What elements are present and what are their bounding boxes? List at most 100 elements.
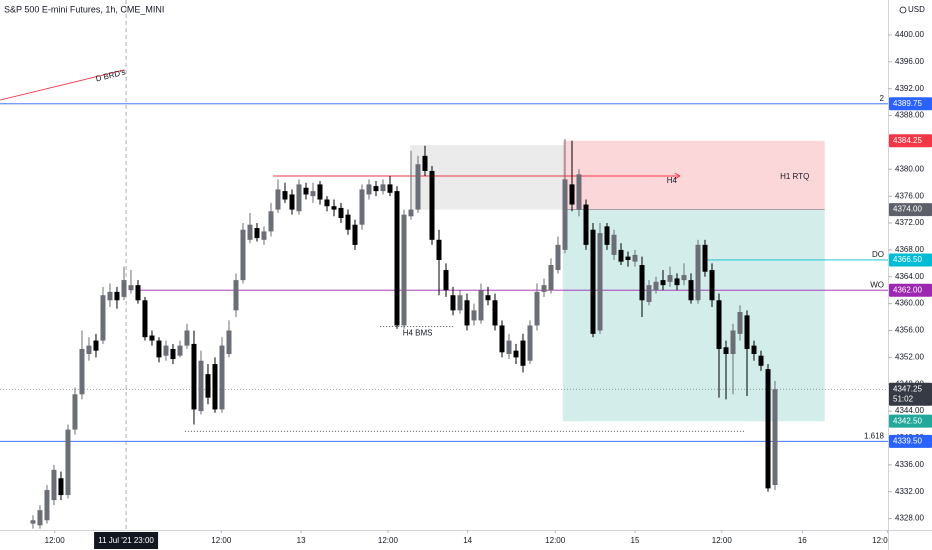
candle-body <box>366 184 372 195</box>
last-price-label: 4347.25 <box>893 384 922 393</box>
candle-body <box>443 270 449 291</box>
y-tick-label: 4376.00 <box>895 191 924 200</box>
candle-body <box>275 189 281 210</box>
candle-body <box>44 490 50 521</box>
candle-body <box>702 244 708 272</box>
x-tick-label: 12:00 <box>378 536 399 545</box>
candle-body <box>149 335 155 341</box>
candle-body <box>352 224 358 245</box>
candle-body <box>429 170 435 240</box>
candle-body <box>135 285 141 301</box>
candle-body <box>548 265 554 291</box>
candle-body <box>751 345 757 355</box>
candle-body <box>121 280 127 297</box>
candle-body <box>688 280 694 301</box>
price-badge-label: 4339.50 <box>893 436 922 445</box>
dotted-label: H4 BMS <box>403 329 433 338</box>
candle-body <box>464 300 470 326</box>
candle-body <box>58 478 64 496</box>
price-badge <box>889 283 932 297</box>
y-tick-label: 4364.00 <box>895 272 924 281</box>
trend-line <box>0 69 125 101</box>
currency-icon <box>899 6 907 14</box>
candle-body <box>86 345 92 355</box>
candle-body <box>569 184 575 205</box>
candle-body <box>604 226 610 245</box>
candle-body <box>317 184 323 200</box>
candle-body <box>65 429 71 496</box>
candle-body <box>30 520 36 524</box>
x-tick-label: 12:0 <box>872 536 888 545</box>
price-badge <box>889 253 932 267</box>
candle-body <box>233 280 239 311</box>
candle-body <box>331 206 337 210</box>
candle-body <box>191 343 197 410</box>
candle-body <box>415 164 421 210</box>
y-tick-label: 4344.00 <box>895 406 924 415</box>
candle-body <box>597 233 603 331</box>
candle-body <box>506 340 512 355</box>
candle-body <box>541 285 547 292</box>
y-tick-label: 4360.00 <box>895 299 924 308</box>
x-tick-label: 12:00 <box>545 536 566 545</box>
candle-body <box>450 295 456 311</box>
crosshair-badge <box>94 532 159 549</box>
x-tick-label: 16 <box>798 536 807 545</box>
candle-body <box>212 364 218 410</box>
currency-label[interactable]: USD <box>908 5 925 14</box>
candle-body <box>114 291 120 301</box>
candle-body <box>380 184 386 192</box>
candle-body <box>100 295 106 341</box>
currency-selector[interactable]: USD <box>899 5 925 14</box>
candle-body <box>422 155 428 171</box>
x-tick-label: 13 <box>297 536 306 545</box>
level-label: 2 <box>880 94 885 103</box>
candle-body <box>37 510 43 526</box>
y-tick-label: 4388.00 <box>895 111 924 120</box>
level-label: DO <box>872 250 884 259</box>
candle-body <box>716 300 722 349</box>
price-badge <box>889 434 932 448</box>
axes: 4328.004332.004336.004340.004344.004348.… <box>45 30 932 549</box>
price-badge-label: 4362.00 <box>893 285 922 294</box>
countdown-label: 51:02 <box>893 394 914 403</box>
candle-body <box>79 348 85 395</box>
price-badge-label: 4384.25 <box>893 136 922 145</box>
candle-body <box>394 191 400 326</box>
candle-body <box>345 214 351 230</box>
candle-body <box>765 369 771 489</box>
candle-body <box>170 348 176 360</box>
candle-body <box>268 211 274 232</box>
candle-body <box>401 214 407 326</box>
risk-box <box>562 140 825 210</box>
x-tick-label: 12:00 <box>45 536 66 545</box>
level-label: 1.618 <box>864 431 885 440</box>
price-badge <box>889 134 932 148</box>
candle-body <box>289 194 295 210</box>
candle-body <box>723 347 729 355</box>
candle-body <box>51 469 57 501</box>
candle-body <box>324 199 330 207</box>
candle-body <box>254 228 260 239</box>
candle-body <box>219 345 225 410</box>
arrow-label: H4 <box>667 176 678 185</box>
candle-body <box>513 350 519 358</box>
candle-body <box>205 374 211 398</box>
candle-body <box>730 330 736 355</box>
candle-body <box>646 285 652 302</box>
candle-body <box>247 224 253 240</box>
candle-body <box>226 330 232 355</box>
candle-body <box>562 179 568 250</box>
candle-body <box>156 340 162 358</box>
candle-body <box>772 389 778 485</box>
y-tick-label: 4336.00 <box>895 460 924 469</box>
candle-body <box>527 325 533 361</box>
candle-body <box>555 244 561 271</box>
crosshair-label: 11 Jul '21 23:00 <box>98 536 154 545</box>
y-tick-label: 4368.00 <box>895 245 924 254</box>
arrow-head <box>674 172 681 180</box>
candle-body <box>667 275 673 282</box>
candle-body <box>184 330 190 346</box>
candle-body <box>338 207 344 218</box>
